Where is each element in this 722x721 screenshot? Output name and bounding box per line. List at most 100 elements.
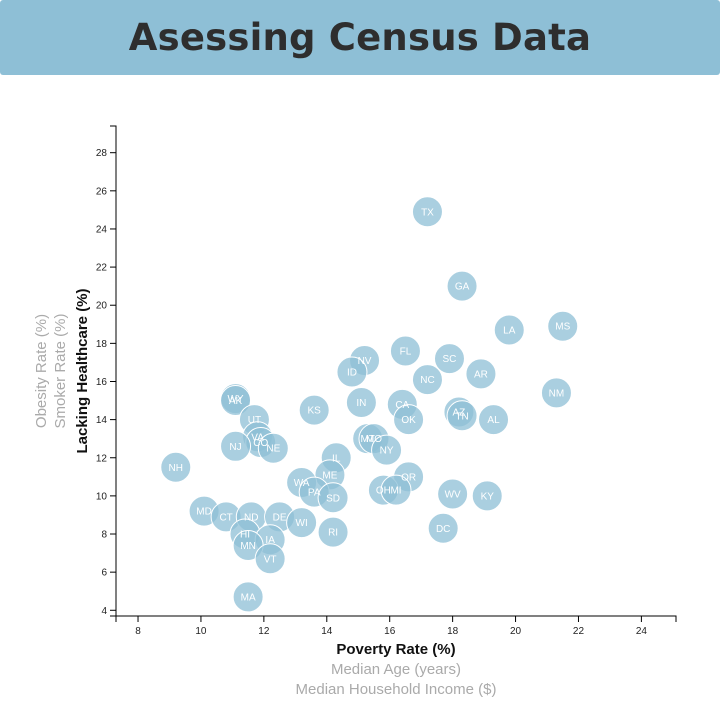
state-circle-ky[interactable] [471,480,503,512]
state-label-sd: SD [326,493,340,504]
y-tick: 26 [96,186,116,197]
state-circle-ak[interactable] [220,385,252,417]
state-circle-nc[interactable] [411,364,443,396]
state-label-ct: CT [219,512,232,523]
state-label-dc: DC [436,524,450,535]
state-circle-dc[interactable] [427,512,459,544]
y-tick-label: 4 [101,606,107,617]
x-tick: 12 [258,616,270,637]
state-circle-mi[interactable] [380,474,412,506]
state-circle-ar[interactable] [465,358,497,390]
state-label-mo: MO [366,434,382,445]
state-label-va: VA [251,432,264,443]
x-tick-label: 8 [135,626,141,637]
x-tick-label: 20 [510,626,522,637]
state-circle-sd[interactable] [317,482,349,514]
y-tick: 10 [96,491,116,502]
y-tick-label: 14 [96,415,108,426]
x-tick-label: 22 [573,626,585,637]
state-label-ak: AK [229,396,243,407]
state-label-ms: MS [555,322,570,333]
state-label-ri: RI [328,528,338,539]
state-circle-nh[interactable] [160,451,192,483]
state-label-nh: NH [169,463,183,474]
y-tick-label: 10 [96,491,108,502]
state-label-me: ME [322,470,337,481]
state-circle-nj[interactable] [220,430,252,462]
y-tick-label: 8 [101,530,107,541]
state-label-ne: NE [266,444,280,455]
state-label-fl: FL [400,346,412,357]
state-circle-wi[interactable] [286,507,318,539]
state-label-pa: PA [308,488,321,499]
state-circle-tn[interactable] [446,400,478,432]
state-circle-ne[interactable] [257,432,289,464]
y-axis-option[interactable]: Lacking Healthcare (%) [74,288,91,453]
y-tick-label: 20 [96,301,108,312]
y-tick: 6 [101,568,116,579]
y-axis-option[interactable]: Smoker Rate (%) [52,313,69,428]
state-circle-id[interactable] [336,356,368,388]
state-label-ny: NY [380,446,394,457]
state-label-mn: MN [240,541,256,552]
state-circle-fl[interactable] [389,335,421,367]
state-label-or: OR [401,472,416,483]
x-axis-line [115,615,677,622]
y-tick: 12 [96,453,116,464]
state-label-ia: IA [265,535,275,546]
axes: 8 10 12 14 16 18 20 22 24 4 6 8 10 12 14 16 18 20 22 24 26 28 [96,125,677,637]
state-label-vt: VT [264,554,277,565]
state-label-ar: AR [474,369,488,380]
state-circle-ny[interactable] [371,434,403,466]
x-tick-label: 14 [321,626,333,637]
state-label-tx: TX [421,207,434,218]
y-tick-label: 26 [96,186,108,197]
x-axis-option[interactable]: Median Age (years) [331,661,461,678]
state-circle-in[interactable] [345,386,377,418]
y-tick: 4 [101,606,116,617]
state-label-ga: GA [455,282,470,293]
state-circle-sc[interactable] [433,343,465,375]
state-label-nm: NM [549,388,565,399]
x-tick: 14 [321,616,333,637]
x-tick-label: 16 [384,626,396,637]
state-circle-ma[interactable] [232,581,264,613]
x-tick: 8 [135,616,141,637]
state-label-ok: OK [401,415,416,426]
y-tick: 20 [96,301,116,312]
state-circle-ok[interactable] [393,404,425,436]
state-label-il: IL [332,453,341,464]
state-label-wv: WV [445,489,461,500]
state-label-ks: KS [308,406,322,417]
y-axis-option[interactable]: Obesity Rate (%) [33,314,50,428]
state-circle-ri[interactable] [317,516,349,548]
state-circle-al[interactable] [478,404,510,436]
state-circle-nm[interactable] [540,377,572,409]
state-circle-wv[interactable] [437,478,469,510]
state-label-nd: ND [244,512,258,523]
state-circle-vt[interactable] [254,543,286,575]
x-axis-option[interactable]: Poverty Rate (%) [336,641,455,658]
state-circle-ks[interactable] [298,394,330,426]
state-circle-la[interactable] [493,314,525,346]
x-tick-label: 18 [447,626,459,637]
y-tick-label: 22 [96,263,108,274]
x-axis-option[interactable]: Median Household Income ($) [296,681,497,698]
y-tick: 16 [96,377,116,388]
state-label-al: AL [487,415,500,426]
state-circle-ga[interactable] [446,270,478,302]
y-axis-line [110,125,117,617]
y-tick: 24 [96,224,116,235]
state-label-ky: KY [481,491,495,502]
state-label-nj: NJ [229,442,241,453]
state-circle-tx[interactable] [411,196,443,228]
y-tick: 22 [96,263,116,274]
state-label-wy: WY [227,394,243,405]
state-label-hi: HI [240,530,250,541]
state-label-tn: TN [455,411,468,422]
x-tick-label: 10 [195,626,207,637]
state-circle-ms[interactable] [547,310,579,342]
x-tick: 10 [195,616,207,637]
state-label-co: CO [253,438,268,449]
